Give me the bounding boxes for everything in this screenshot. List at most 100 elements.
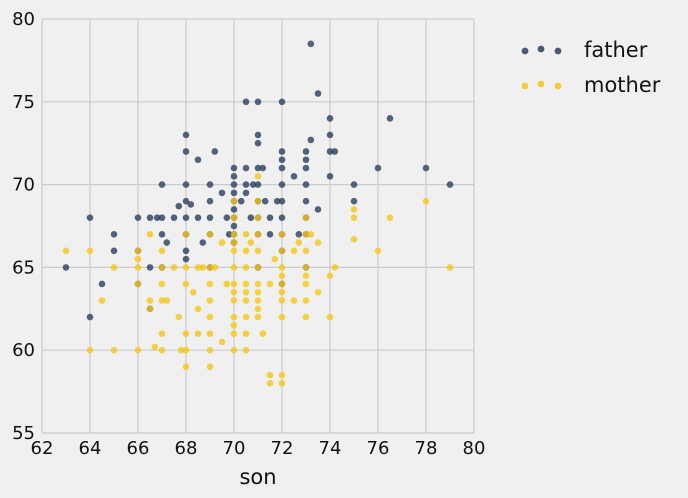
data-point — [254, 173, 262, 180]
data-point — [446, 264, 454, 271]
data-point — [302, 164, 310, 172]
data-point — [86, 313, 94, 321]
data-point — [249, 181, 257, 188]
data-point — [302, 181, 310, 188]
data-point — [230, 313, 238, 321]
data-point — [242, 330, 250, 337]
series-mother — [62, 173, 454, 387]
data-point — [230, 288, 238, 296]
data-point — [189, 288, 197, 296]
x-tick-label: 68 — [175, 438, 198, 459]
data-point — [199, 239, 207, 246]
data-point — [254, 288, 262, 296]
x-tick-label: 74 — [319, 438, 342, 459]
data-point — [230, 264, 238, 271]
data-point — [230, 346, 238, 354]
y-tick-label: 70 — [12, 175, 35, 196]
data-point — [422, 197, 430, 205]
data-point — [326, 272, 334, 279]
data-point — [278, 380, 286, 387]
data-point — [307, 230, 315, 238]
data-point — [247, 239, 255, 246]
legend-dot — [521, 82, 529, 90]
data-point — [307, 40, 315, 48]
data-point — [254, 264, 262, 271]
data-point — [266, 280, 274, 288]
data-point — [278, 247, 286, 255]
data-point — [271, 255, 279, 263]
data-point — [266, 214, 274, 222]
data-point — [254, 247, 262, 255]
data-point — [230, 280, 238, 288]
data-point — [307, 136, 315, 144]
data-point — [134, 280, 142, 288]
data-point — [278, 98, 286, 106]
data-point — [230, 230, 238, 238]
data-point — [158, 214, 166, 222]
data-point — [153, 214, 161, 222]
data-point — [278, 230, 286, 238]
data-point — [182, 230, 190, 238]
data-point — [194, 305, 202, 313]
data-point — [206, 181, 214, 188]
data-point — [146, 305, 154, 313]
data-point — [386, 214, 394, 222]
data-point — [302, 197, 310, 205]
data-point — [374, 247, 382, 255]
x-tick-label: 70 — [223, 438, 246, 459]
data-point — [302, 264, 310, 271]
data-point — [175, 313, 183, 321]
data-point — [314, 90, 322, 97]
data-point — [254, 280, 262, 288]
data-point — [254, 214, 262, 222]
data-point — [194, 264, 202, 271]
data-point — [151, 343, 159, 351]
data-point — [290, 297, 298, 304]
data-point — [86, 214, 94, 222]
data-point — [237, 197, 245, 205]
legend-dot — [537, 45, 545, 53]
data-point — [163, 297, 171, 304]
data-point — [278, 148, 286, 155]
legend-label-mother: mother — [584, 73, 661, 97]
data-point — [422, 164, 430, 172]
x-tick-label: 76 — [367, 438, 390, 459]
legend-dot — [554, 47, 562, 55]
data-point — [182, 280, 190, 288]
data-point — [223, 280, 231, 288]
data-point — [182, 264, 190, 271]
series-father — [62, 40, 454, 321]
data-point — [110, 230, 118, 238]
data-point — [242, 346, 250, 354]
data-point — [278, 288, 286, 296]
data-point — [278, 280, 286, 288]
data-point — [295, 230, 303, 238]
data-point — [218, 338, 226, 346]
data-point — [158, 230, 166, 238]
data-point — [230, 297, 238, 304]
data-point — [146, 264, 154, 271]
data-point — [211, 264, 219, 271]
data-point — [230, 239, 238, 246]
data-point — [230, 322, 238, 329]
data-point — [278, 181, 286, 188]
data-point — [146, 297, 154, 304]
data-point — [295, 239, 303, 246]
data-point — [223, 214, 231, 222]
data-point — [259, 330, 267, 337]
data-point — [278, 156, 286, 164]
x-tick-label: 66 — [127, 438, 150, 459]
data-point — [211, 148, 219, 155]
data-point — [230, 222, 238, 230]
y-tick-label: 55 — [12, 423, 35, 444]
data-point — [230, 164, 238, 172]
data-point — [350, 235, 358, 243]
data-point — [134, 247, 142, 255]
data-point — [206, 230, 214, 238]
data-point — [206, 297, 214, 304]
data-point — [254, 181, 262, 188]
data-point — [194, 156, 202, 164]
data-point — [230, 181, 238, 188]
data-point — [134, 264, 142, 271]
data-point — [278, 272, 286, 279]
